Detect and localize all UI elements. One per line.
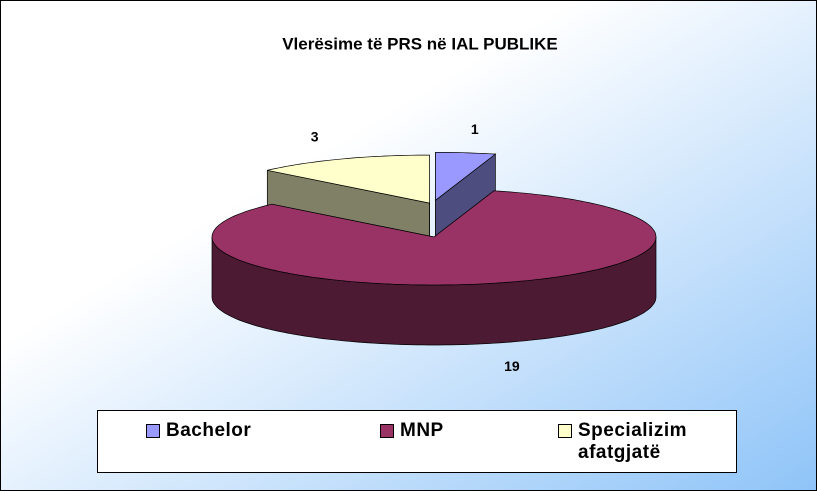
legend: Bachelor MNP Specializim afatgjatë	[97, 410, 737, 473]
slice	[435, 151, 497, 202]
legend-swatch	[558, 424, 572, 438]
data-label: 1	[471, 121, 479, 137]
legend-label: MNP	[400, 420, 444, 441]
legend-label: Specializim afatgjatë	[578, 420, 687, 463]
legend-entry: Specializim afatgjatë	[558, 420, 718, 464]
legend-entry: MNP	[380, 420, 580, 442]
data-label: 19	[504, 358, 520, 374]
pie	[211, 151, 657, 346]
legend-entry: Bachelor	[146, 420, 346, 442]
legend-label: Bachelor	[166, 420, 252, 441]
slice	[267, 154, 430, 204]
legend-swatch	[380, 424, 394, 438]
slice	[211, 190, 657, 286]
legend-swatch	[146, 424, 160, 438]
data-label: 3	[311, 129, 319, 145]
chart-title: Vlerësime të PRS në IAL PUBLIKE	[282, 34, 558, 53]
